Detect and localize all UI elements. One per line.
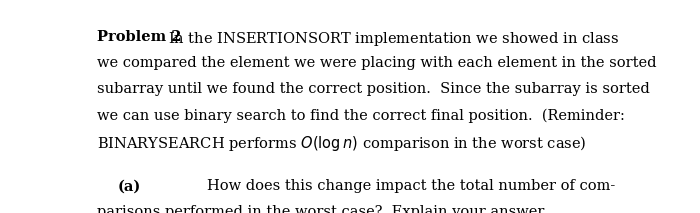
- Text: parisons performed in the worst case?  Explain your answer.: parisons performed in the worst case? Ex…: [97, 205, 547, 213]
- Text: subarray until we found the correct position.  Since the subarray is sorted: subarray until we found the correct posi…: [97, 82, 650, 96]
- Text: we compared the element we were placing with each element in the sorted: we compared the element we were placing …: [97, 56, 657, 70]
- Text: How does this change impact the total number of com-: How does this change impact the total nu…: [207, 180, 615, 193]
- Text: we can use binary search to find the correct final position.  (Reminder:: we can use binary search to find the cor…: [97, 108, 625, 123]
- Text: Problem 2: Problem 2: [97, 30, 182, 45]
- Text: In the I$\mathregular{NSERTION}$S$\mathregular{ORT}$ implementation we showed in: In the I$\mathregular{NSERTION}$S$\mathr…: [168, 30, 619, 49]
- Text: (a): (a): [118, 180, 141, 193]
- Text: B$\mathregular{INARY}$S$\mathregular{EARCH}$ performs $O(\log n)$ comparison in : B$\mathregular{INARY}$S$\mathregular{EAR…: [97, 134, 587, 153]
